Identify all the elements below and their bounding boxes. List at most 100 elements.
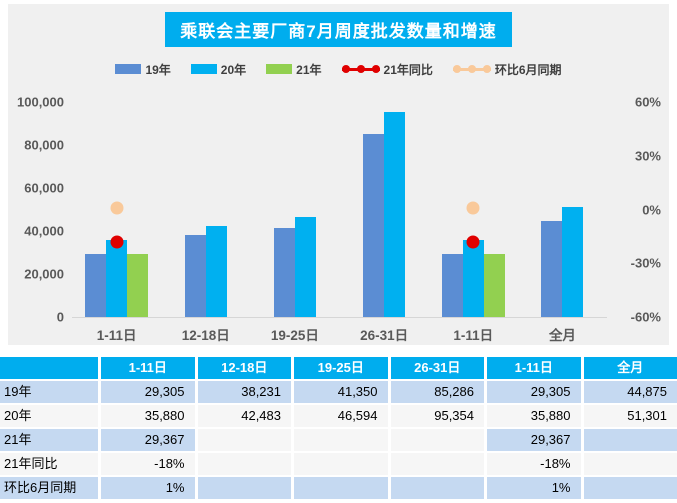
chart-title: 乘联会主要厂商7月周度批发数量和增速 — [165, 12, 512, 47]
table-cell-y2021-c2 — [294, 429, 388, 451]
x-axis-label-1: 12-18日 — [181, 328, 230, 343]
legend-item-y2019: 19年 — [115, 61, 171, 78]
category-slot-1 — [161, 102, 250, 317]
x-axis-label-0: 1-11日 — [96, 328, 137, 343]
row-label-yoy-2021: 21年同比 — [0, 453, 98, 475]
table-cell-y2020-c2: 46,594 — [294, 405, 388, 427]
table-header-cell: 19-25日 — [294, 357, 388, 379]
legend-item-y2021: 21年 — [266, 61, 322, 78]
legend-bar-swatch-icon — [266, 64, 293, 74]
data-table: 1-11日 12-18日 19-25日 26-31日 1-11日 全月 19年 29,305 3… — [0, 357, 677, 499]
table-header-cell: 12-18日 — [197, 357, 291, 379]
row-label-y2019: 19年 — [0, 381, 98, 403]
legend-label: 21年同比 — [383, 62, 433, 77]
bar-y2020-c4 — [462, 239, 484, 317]
chart-legend: 19年 20年 21年 21年同比 环比6月同期 — [8, 61, 669, 77]
table-cell-yoy-2021-c3 — [390, 453, 484, 475]
left-axis-tick-label: 100,000 — [17, 94, 64, 110]
right-axis-tick-label: 30% — [634, 148, 661, 164]
table-cell-y2019-c1: 38,231 — [197, 381, 291, 403]
category-slot-3 — [340, 102, 429, 317]
wholesale-chart: 乘联会主要厂商7月周度批发数量和增速 19年 20年 21年 21年同比 环比6月同期 … — [8, 4, 669, 345]
table-cell-y2019-c4: 29,305 — [487, 381, 581, 403]
table-cell-y2021-c5 — [583, 429, 677, 451]
legend-dot — [482, 65, 491, 73]
x-axis-label-5: 全月 — [548, 328, 576, 343]
plot-wrap: 100,000 80,000 60,000 40,000 20,000 0 60% 30% 0… — [8, 95, 669, 325]
legend-item-mom-june: 环比6月同期 — [452, 61, 562, 78]
legend-dot — [341, 65, 350, 73]
table-cell-mom-june-c2 — [294, 477, 388, 499]
bar-y2019-c3 — [363, 133, 385, 317]
table-cell-yoy-2021-c4: -18% — [487, 453, 581, 475]
left-axis-tick-label: 40,000 — [24, 223, 64, 239]
table-cell-y2021-c0: 29,367 — [101, 429, 195, 451]
table-cell-y2019-c0: 29,305 — [101, 381, 195, 403]
table-cell-y2020-c0: 35,880 — [101, 405, 195, 427]
legend-label: 21年 — [296, 62, 322, 77]
category-slot-2 — [250, 102, 339, 317]
bar-y2021-c4 — [483, 253, 505, 317]
left-axis-tick-label: 20,000 — [24, 266, 64, 282]
table-cell-y2020-c5: 51,301 — [583, 405, 677, 427]
plot-area — [72, 102, 607, 318]
right-axis: 60% 30% 0% -30% -60% — [607, 95, 669, 325]
legend-dot — [452, 65, 461, 73]
left-axis-tick-label: 60,000 — [24, 180, 64, 196]
table-cell-y2019-c3: 85,286 — [390, 381, 484, 403]
x-axis-label-2: 19-25日 — [270, 328, 319, 343]
row-label-mom-june: 环比6月同期 — [0, 477, 98, 499]
table-cell-y2019-c5: 44,875 — [583, 381, 677, 403]
left-axis-tick-label: 0 — [56, 309, 64, 325]
bar-y2020-c2 — [294, 216, 316, 317]
table-cell-yoy-2021-c5 — [583, 453, 677, 475]
table-header-cell: 全月 — [583, 357, 677, 379]
bar-y2019-c0 — [85, 254, 107, 317]
bar-y2020-c0 — [106, 239, 128, 317]
table-header-cell: 26-31日 — [390, 357, 484, 379]
table-header-cell: 1-11日 — [487, 357, 581, 379]
table-cell-y2020-c1: 42,483 — [197, 405, 291, 427]
legend-line-swatch-icon — [452, 64, 491, 74]
bar-y2019-c5 — [541, 220, 563, 317]
table-cell-mom-june-c4: 1% — [487, 477, 581, 499]
legend-line-swatch-icon — [341, 64, 380, 74]
bar-y2019-c2 — [273, 228, 295, 317]
table-cell-y2020-c4: 35,880 — [487, 405, 581, 427]
category-slot-5 — [518, 102, 607, 317]
bar-y2021-c0 — [127, 253, 149, 317]
bar-y2019-c4 — [441, 254, 463, 317]
point-mom-june-c4 — [466, 201, 480, 215]
legend-item-y2020: 20年 — [190, 61, 246, 78]
table-cell-mom-june-c0: 1% — [101, 477, 195, 499]
table-header-corner — [0, 357, 98, 379]
category-slot-4 — [429, 102, 518, 317]
table-cell-mom-june-c3 — [390, 477, 484, 499]
left-axis-tick-label: 80,000 — [24, 137, 64, 153]
legend-label: 环比6月同期 — [494, 62, 562, 77]
table-cell-yoy-2021-c1 — [197, 453, 291, 475]
point-mom-june-c0 — [110, 201, 124, 215]
legend-dot — [467, 65, 476, 73]
table-cell-y2021-c3 — [390, 429, 484, 451]
table-cell-yoy-2021-c2 — [294, 453, 388, 475]
table-cell-mom-june-c5 — [583, 477, 677, 499]
x-axis-label-3: 26-31日 — [360, 328, 409, 343]
table-cell-y2021-c4: 29,367 — [487, 429, 581, 451]
right-axis-tick-label: 60% — [634, 94, 661, 110]
table-cell-y2020-c3: 95,354 — [390, 405, 484, 427]
table-header-cell: 1-11日 — [101, 357, 195, 379]
legend-label: 19年 — [145, 62, 171, 77]
table-cell-y2019-c2: 41,350 — [294, 381, 388, 403]
table-cell-y2021-c1 — [197, 429, 291, 451]
bar-y2020-c1 — [205, 225, 227, 317]
right-axis-tick-label: -60% — [630, 309, 661, 325]
x-axis: 1-11日 12-18日 19-25日 26-31日 1-11日 全月 — [72, 324, 607, 344]
right-axis-tick-label: -30% — [630, 255, 661, 271]
bar-y2020-c5 — [562, 206, 584, 317]
point-yoy-2021-c0 — [110, 235, 124, 249]
table-cell-mom-june-c1 — [197, 477, 291, 499]
right-axis-tick-label: 0% — [642, 202, 661, 217]
category-slot-0 — [72, 102, 161, 317]
